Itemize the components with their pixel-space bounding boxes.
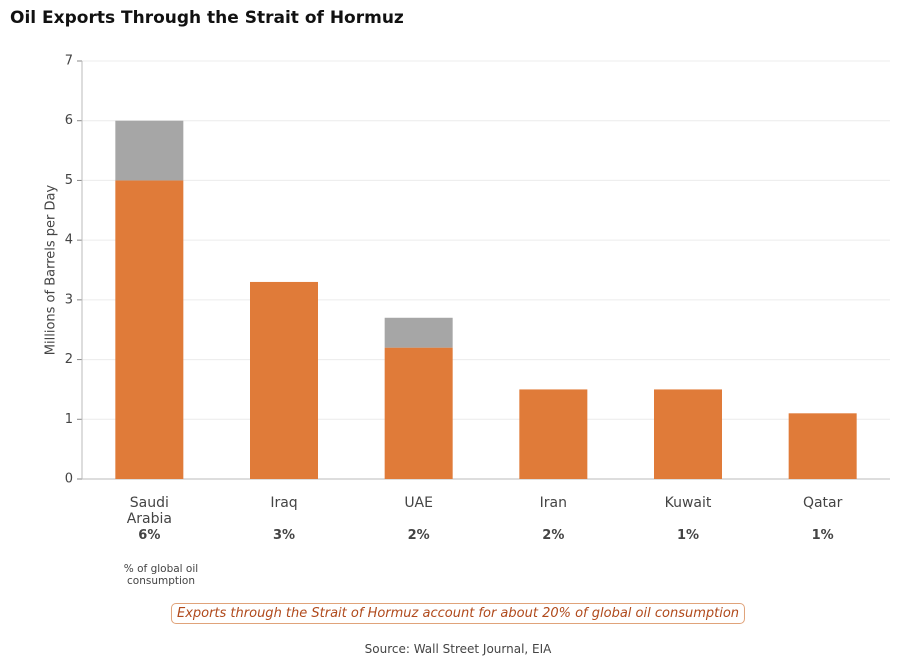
annotation: Exports through the Strait of Hormuz acc… (170, 603, 746, 624)
x-tick-label: Saudi Arabia (126, 495, 172, 527)
bar-segment (115, 180, 184, 479)
share-label: 6% (138, 528, 161, 543)
x-tick-label: Iraq (270, 495, 298, 511)
share-note: % of global oil consumption (123, 563, 199, 587)
bar-segment (788, 413, 857, 479)
y-tick-label: 5 (65, 173, 73, 188)
bar-segment (115, 120, 184, 181)
share-label: 2% (407, 528, 430, 543)
bar-segment (384, 317, 453, 348)
y-tick-label: 0 (65, 472, 73, 487)
y-tick-label: 7 (65, 54, 73, 69)
x-tick-label: Iran (539, 495, 567, 511)
share-label: 1% (811, 528, 834, 543)
share-label: 1% (676, 528, 700, 543)
source: Source: Wall Street Journal, EIA (364, 642, 552, 656)
y-tick-label: 3 (65, 292, 73, 307)
bar-segment (384, 347, 453, 479)
x-tick-label: Kuwait (664, 495, 712, 511)
y-tick-label: 4 (65, 233, 73, 248)
chart-title: Oil Exports Through the Strait of Hormuz (10, 8, 404, 28)
y-axis-label: Millions of Barrels per Day (44, 185, 59, 356)
share-label: 2% (542, 528, 565, 543)
y-tick-label: 2 (65, 352, 73, 367)
bar-segment (654, 389, 722, 479)
y-tick-label: 1 (65, 412, 73, 427)
share-label: 3% (272, 528, 296, 543)
x-tick-label: Qatar (802, 495, 843, 511)
y-tick-label: 6 (65, 113, 73, 128)
bar-segment (519, 389, 588, 479)
bar-segment (250, 281, 318, 479)
x-tick-label: UAE (404, 495, 433, 511)
